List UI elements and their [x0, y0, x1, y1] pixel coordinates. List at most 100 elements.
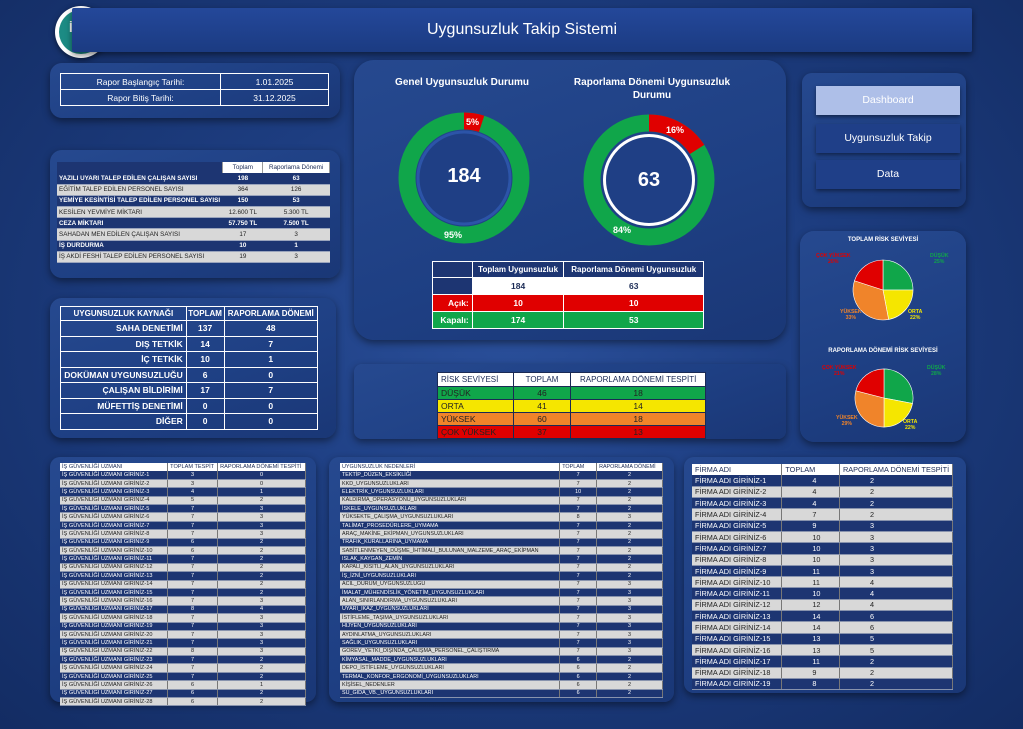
stats-row: CEZA MİKTARI 57.750 TL 7.500 TL — [57, 217, 330, 230]
stats-row-period: 126 — [262, 184, 330, 196]
cause-row-total: 7 — [559, 647, 598, 657]
specialist-row-total: 7 — [167, 655, 219, 665]
specialist-row-total: 5 — [167, 496, 219, 506]
cause-row-period: 2 — [596, 655, 663, 665]
source-row-period: 7 — [223, 335, 318, 352]
cause-row-period: 3 — [596, 622, 663, 631]
firm-row: FİRMA ADI GİRİNİZ-9 11 3 — [692, 565, 953, 578]
causes-header-total: TOPLAM — [559, 463, 598, 471]
source-header-label: UYGUNSUZLUK KAYNAĞI — [60, 306, 187, 321]
cause-row-period: 3 — [596, 588, 663, 598]
firm-row: FİRMA ADI GİRİNİZ-6 10 3 — [692, 531, 953, 544]
specialist-row-total: 6 — [167, 689, 219, 699]
specialist-row: İŞ GÜVENLİĞİ UZMANI GİRİNİZ-8 7 3 — [60, 529, 306, 539]
stats-row-total: 10 — [222, 240, 263, 252]
cause-row-name: ARAÇ_MAKİNE_EKİPMAN_UYGUNSUZLUKLARI — [340, 529, 561, 539]
total-risk-pie-title: TOPLAM RİSK SEVİYESİ — [847, 237, 919, 243]
cause-row-name: İMALAT_MÜHENDİSLİK_YÖNETİM_UYGUNSUZLUKLA… — [340, 588, 561, 598]
specialist-row-total: 7 — [167, 529, 219, 539]
cause-row: TEKTİP_DÜZEN_EKSİKLİĞİ 7 2 — [340, 471, 663, 480]
summary-header-total: Toplam Uygunsuzluk — [471, 261, 565, 278]
specialist-row-name: İŞ GÜVENLİĞİ UZMANI GİRİNİZ-1 — [60, 471, 169, 480]
firm-row-name: FİRMA ADI GİRİNİZ-17 — [692, 655, 783, 668]
stats-row-label: KESİLEN YEVMİYE MİKTARI — [57, 206, 223, 219]
cause-row-total: 7 — [559, 479, 598, 489]
specialists-header-period: RAPORLAMA DÖNEMİ TESPİTİ — [217, 463, 306, 471]
firm-row-name: FİRMA ADI GİRİNİZ-16 — [692, 644, 783, 657]
specialist-row-name: İŞ GÜVENLİĞİ UZMANI GİRİNİZ-6 — [60, 512, 169, 522]
nonconformity-source-table: UYGUNSUZLUK KAYNAĞI TOPLAM RAPORLAMA DÖN… — [60, 306, 318, 430]
cause-row-total: 7 — [559, 554, 598, 564]
specialist-row: İŞ GÜVENLİĞİ UZMANI GİRİNİZ-10 6 2 — [60, 546, 306, 556]
nav-nonconformity-tracking-button[interactable]: Uygunsuzluk Takip — [816, 124, 960, 153]
summary-header-blank — [432, 261, 473, 278]
source-row-label: DOKÜMAN UYGUNSUZLUĞU — [60, 366, 187, 383]
specialist-row: İŞ GÜVENLİĞİ UZMANI GİRİNİZ-2 3 0 — [60, 479, 306, 489]
source-row-total: 10 — [185, 351, 225, 368]
cause-row-period: 2 — [596, 554, 663, 564]
cause-row-name: İSKELE_UYGUNSUZLUKLARI — [340, 504, 561, 514]
specialist-row: İŞ GÜVENLİĞİ UZMANI GİRİNİZ-24 7 2 — [60, 663, 306, 673]
total-pie-slice-very-high — [854, 259, 884, 291]
cause-row-period: 3 — [596, 647, 663, 657]
cause-row: TRAFİK_KURALLARINA_UYMAMA 7 2 — [340, 538, 663, 548]
firm-row-name: FİRMA ADI GİRİNİZ-13 — [692, 610, 783, 623]
period-status-donut — [583, 114, 715, 246]
specialist-row: İŞ GÜVENLİĞİ UZMANI GİRİNİZ-26 6 1 — [60, 680, 306, 690]
specialist-row-total: 7 — [167, 563, 219, 573]
specialist-row-period: 3 — [217, 638, 306, 648]
specialist-row-period: 3 — [217, 613, 306, 623]
firm-row-period: 3 — [839, 565, 953, 578]
firm-row-name: FİRMA ADI GİRİNİZ-14 — [692, 621, 783, 634]
source-row: DOKÜMAN UYGUNSUZLUĞU 6 0 — [60, 366, 318, 383]
firms-panel: FİRMA ADI TOPLAM RAPORLAMA DÖNEMİ TESPİT… — [684, 457, 966, 693]
specialist-row: İŞ GÜVENLİĞİ UZMANI GİRİNİZ-9 6 2 — [60, 538, 306, 548]
firm-row-name: FİRMA ADI GİRİNİZ-10 — [692, 576, 783, 589]
specialist-row: İŞ GÜVENLİĞİ UZMANI GİRİNİZ-25 7 2 — [60, 672, 306, 682]
source-row: DIŞ TETKİK 14 7 — [60, 335, 318, 352]
specialist-row: İŞ GÜVENLİĞİ UZMANI GİRİNİZ-12 7 2 — [60, 563, 306, 573]
report-date-value: 31.12.2025 — [220, 89, 329, 106]
period-open-arc — [648, 114, 705, 155]
specialist-row: İŞ GÜVENLİĞİ UZMANI GİRİNİZ-3 4 1 — [60, 487, 306, 497]
stats-row-label: İŞ AKDİ FESHİ TALEP EDİLEN PERSONEL SAYI… — [57, 251, 223, 264]
cause-row-period: 2 — [596, 546, 663, 556]
specialist-row-period: 3 — [217, 529, 306, 539]
nav-data-button[interactable]: Data — [816, 160, 960, 189]
cause-row: SAĞLIK_UYGUNSUZLUKLARI 7 3 — [340, 638, 663, 648]
cause-row-period: 3 — [596, 596, 663, 606]
cause-row: İSKELE_UYGUNSUZLUKLARI 7 2 — [340, 504, 663, 514]
status-summary-row: 184 63 — [432, 277, 704, 295]
specialist-row-period: 2 — [217, 588, 306, 598]
firm-row-period: 2 — [839, 667, 953, 679]
source-row-label: ÇALIŞAN BİLDİRİMİ — [60, 382, 187, 399]
firm-row-period: 2 — [839, 475, 953, 487]
status-summary-row: Kapalı: 174 53 — [432, 311, 704, 329]
specialist-row-period: 2 — [217, 563, 306, 573]
specialist-row-period: 3 — [217, 622, 306, 631]
stats-row: EĞİTİM TALEP EDİLEN PERSONEL SAYISI 364 12… — [57, 184, 330, 196]
risk-pie-panel: TOPLAM RİSK SEVİYESİ ÇOK YÜKSEK 20% DÜŞÜK… — [800, 231, 966, 442]
cause-row-period: 3 — [596, 630, 663, 640]
specialist-row: İŞ GÜVENLİĞİ UZMANI GİRİNİZ-1 3 0 — [60, 471, 306, 480]
cause-row-total: 7 — [559, 596, 598, 606]
stats-row: YEMİYE KESİNTİSİ TALEP EDİLEN PERSONEL S… — [57, 195, 330, 208]
specialist-row-total: 7 — [167, 504, 219, 514]
specialists-header-total: TOPLAM TESPİT — [167, 463, 219, 471]
period-closed-pct: 84% — [613, 225, 632, 235]
stats-row-total: 150 — [222, 195, 263, 208]
specialist-row-period: 3 — [217, 596, 306, 606]
specialist-row-period: 3 — [217, 504, 306, 514]
nav-dashboard-button[interactable]: Dashboard — [816, 86, 960, 115]
specialist-row: İŞ GÜVENLİĞİ UZMANI GİRİNİZ-13 7 2 — [60, 571, 306, 581]
total-pie-low-pct: 25% — [934, 259, 945, 265]
risk-level-table: RİSK SEVİYESİ TOPLAM RAPORLAMA DÖNEMİ TE… — [437, 372, 706, 439]
specialist-row-total: 4 — [167, 487, 219, 497]
cause-row-name: ELEKTRİK_UYGUNSUZLUKLARI — [340, 487, 561, 497]
firm-row-period: 5 — [839, 644, 953, 657]
period-pie-slice-medium — [883, 397, 913, 428]
stats-row: KESİLEN YEVMİYE MİKTARI 12.600 TL 5.300 TL — [57, 206, 330, 219]
firm-row-period: 6 — [839, 610, 953, 623]
period-status-title: Raporlama Dönemi Uygunsuzluk Durumu — [573, 77, 731, 101]
firm-row: FİRMA ADI GİRİNİZ-4 7 2 — [692, 508, 953, 521]
